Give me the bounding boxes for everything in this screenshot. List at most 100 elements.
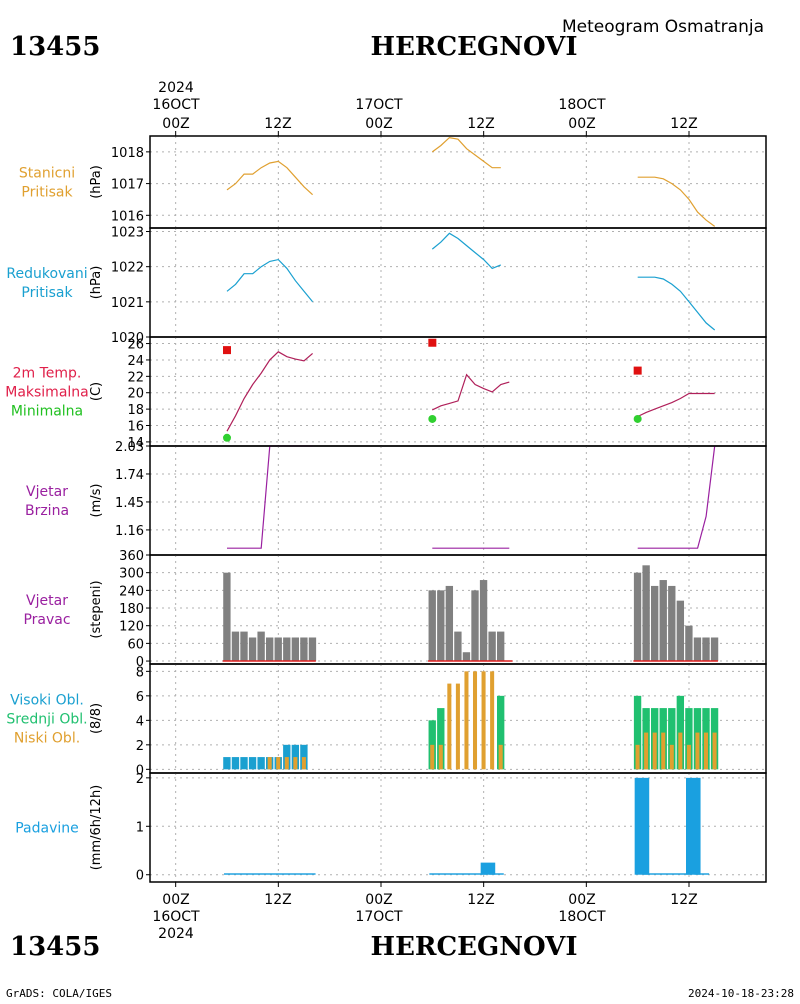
reduced-pressure-frame	[149, 227, 767, 338]
cloud-bar-high	[497, 695, 505, 770]
temp-max-marker	[633, 366, 642, 375]
temperature-2m-ytick-label: 16	[127, 420, 144, 435]
precip-bar	[224, 873, 316, 875]
hour-label-top-4: 12Z	[467, 116, 494, 132]
cloud-bar-mid	[257, 757, 265, 770]
wind-speed-ytick-label: 2.03	[115, 440, 144, 455]
cloud-bar-low	[490, 671, 495, 770]
temperature-2m-label: 2m Temp.	[13, 366, 82, 382]
cloud-bar-low	[644, 732, 649, 770]
wind-direction-bar	[283, 637, 291, 662]
cloud-bar-mid	[240, 757, 248, 770]
temp-max-marker	[223, 346, 231, 355]
wind-direction-ytick-label: 240	[119, 584, 144, 599]
station-pressure-series-line	[226, 160, 314, 196]
wind-direction-bar	[300, 637, 308, 662]
cloud-bar-mid	[231, 757, 240, 770]
precipitation-ytick-label: 1	[136, 820, 144, 835]
station-id-top: 13455	[10, 32, 100, 62]
cloud-cover-label: Niski Obl.	[14, 731, 80, 747]
cloud-bar-low	[276, 757, 281, 770]
wind-speed-frame	[149, 445, 767, 556]
cloud-cover-unit-label: (8/8)	[89, 703, 104, 734]
cloud-bar-low	[635, 744, 640, 770]
reduced-pressure-series-line	[637, 276, 716, 331]
temperature-2m-series-line	[226, 351, 313, 432]
reduced-pressure-ytick-label: 1020	[111, 331, 144, 346]
cloud-bar-low	[652, 732, 657, 770]
hour-label-bottom-1: 00Z	[162, 892, 189, 908]
temperature-2m-ytick-label: 18	[127, 403, 144, 418]
wind-direction-bar	[642, 565, 650, 662]
temperature-2m-series-line	[637, 392, 715, 418]
precip-bar	[634, 777, 650, 875]
cloud-bar-low	[438, 744, 443, 770]
precipitation-label: Padavine	[15, 821, 79, 837]
hour-label-bottom-2: 12Z	[264, 892, 291, 908]
wind-direction-bar	[651, 585, 659, 662]
cloud-cover-ytick-label: 4	[136, 714, 144, 729]
cloud-cover-ytick-label: 0	[136, 763, 144, 778]
wind-direction-bar	[454, 631, 462, 662]
precip-bar	[694, 873, 710, 875]
wind-direction-bar	[248, 637, 257, 662]
cloud-bar-low	[669, 744, 674, 770]
hour-label-bottom-3: 00Z	[365, 892, 392, 908]
year-label-top: 2024	[158, 80, 194, 96]
station-pressure-ytick-label: 1017	[111, 178, 144, 193]
reduced-pressure-label: Pritisak	[21, 285, 73, 301]
wind-direction-ytick-label: 180	[119, 602, 144, 617]
hour-label-top-1: 00Z	[162, 116, 189, 132]
hour-label-top-5: 00Z	[568, 116, 595, 132]
precip-bar	[686, 777, 701, 875]
cloud-bar-high	[633, 695, 642, 770]
station-pressure-label: Pritisak	[21, 185, 73, 201]
cloud-bar-low	[678, 732, 683, 770]
cloud-bar-low	[661, 732, 666, 770]
station-pressure-series-line	[431, 136, 501, 169]
station-id-bottom: 13455	[10, 932, 100, 962]
wind-direction-bar	[308, 637, 317, 662]
wind-speed-ytick-label: 1.74	[115, 468, 144, 483]
wind-speed-series-line	[637, 445, 716, 549]
credit-text: GrADS: COLA/IGES	[6, 987, 112, 1000]
station-pressure-ytick-label: 1016	[111, 209, 144, 224]
wind-speed-ytick-label: 1.45	[115, 496, 144, 511]
station-name-top: HERCEGNOVI	[371, 32, 578, 62]
wind-direction-bar	[659, 580, 667, 662]
precipitation-ytick-label: 0	[136, 869, 144, 884]
wind-speed-unit-label: (m/s)	[89, 484, 104, 518]
cloud-bar-low	[481, 671, 486, 770]
cloud-cover-ytick-label: 2	[136, 739, 144, 754]
cloud-bar-low	[703, 732, 709, 770]
precipitation-ytick-label: 2	[136, 772, 144, 787]
station-pressure-series-line	[637, 176, 716, 227]
cloud-bar-low	[472, 671, 478, 770]
hour-label-top-3: 00Z	[365, 116, 392, 132]
wind-direction-bar	[471, 590, 479, 662]
wind-direction-bar	[291, 637, 300, 662]
temperature-2m-ytick-label: 24	[127, 354, 144, 369]
wind-direction-ytick-label: 360	[119, 549, 144, 564]
cloud-cover-ytick-label: 6	[136, 690, 144, 705]
cloud-bar-low	[695, 732, 700, 770]
cloud-bar-low	[284, 757, 289, 770]
wind-speed-label: Brzina	[25, 503, 69, 519]
precipitation-frame	[149, 772, 767, 883]
wind-direction-bar	[240, 631, 248, 662]
day-label-bottom-3: 18OCT	[558, 909, 606, 925]
reduced-pressure-unit-label: (hPa)	[89, 266, 104, 300]
hour-label-bottom-4: 12Z	[467, 892, 494, 908]
wind-direction-bar	[437, 590, 445, 662]
wind-direction-bar	[231, 631, 240, 662]
cloud-bar-low	[686, 744, 691, 770]
cloud-bar-high	[668, 708, 676, 770]
wind-direction-bar	[702, 637, 710, 662]
wind-direction-bar	[710, 637, 719, 662]
temperature-2m-ytick-label: 14	[127, 436, 144, 451]
cloud-cover-ytick-label: 8	[136, 665, 144, 680]
reduced-pressure-ytick-label: 1022	[111, 261, 144, 276]
wind-direction-bar	[685, 625, 693, 662]
reduced-pressure-ytick-label: 1021	[111, 296, 144, 311]
